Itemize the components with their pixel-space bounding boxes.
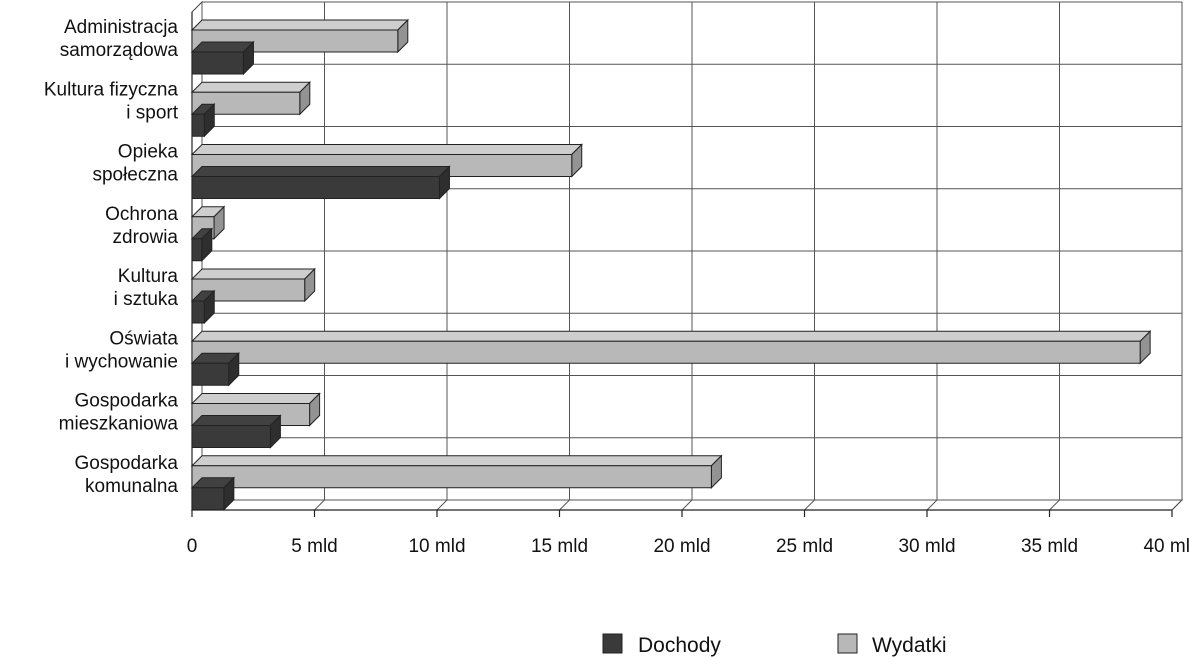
gridline-floor — [1171, 499, 1183, 511]
category-label: i sport — [126, 102, 178, 123]
category-label: Oświata — [109, 328, 178, 349]
bar-wydatki — [190, 81, 312, 116]
category-label: Opieka — [118, 142, 179, 163]
category-label: Ochrona — [105, 204, 178, 225]
x-tick-label: 20 mld — [653, 536, 710, 557]
bar-dochody — [190, 103, 216, 138]
x-tick-label: 15 mld — [531, 536, 588, 557]
category-label: mieszkaniowa — [59, 414, 179, 435]
category-label: i sztuka — [114, 289, 179, 310]
x-tick-label: 5 mld — [291, 536, 337, 557]
gridline-floor — [1049, 499, 1060, 511]
gridline-floor — [314, 499, 325, 511]
bar-dochody — [190, 165, 451, 200]
gridline-floor — [926, 499, 938, 511]
x-tick-label: 0 — [187, 536, 198, 557]
gridline-floor — [804, 499, 815, 511]
category-label: Kultura — [118, 266, 179, 287]
legend-swatch-wydatki — [837, 633, 858, 654]
bar-wydatki — [190, 267, 316, 303]
gridline-floor — [681, 499, 693, 511]
bar-dochody — [190, 414, 282, 449]
bar-dochody — [190, 352, 240, 387]
category-label: Kultura fizyczna — [44, 79, 179, 100]
x-tick-label: 30 mld — [898, 536, 955, 557]
bar-dochody — [190, 227, 214, 262]
category-label: Administracja — [64, 17, 178, 38]
category-label: komunalna — [85, 476, 178, 497]
bar-wydatki — [190, 330, 1152, 365]
gridline-floor — [559, 499, 570, 511]
category-label: zdrowia — [113, 227, 179, 248]
category-label: i wychowanie — [65, 351, 178, 372]
bar-wydatki — [190, 454, 723, 489]
legend-swatch-dochody — [602, 633, 623, 654]
x-tick-label: 10 mld — [408, 536, 465, 557]
bar-dochody — [190, 476, 236, 511]
category-label: samorządowa — [60, 40, 179, 61]
category-label: Gospodarka — [74, 391, 178, 412]
x-tick-label: 40 mld — [1143, 536, 1189, 557]
legend-label-wydatki: Wydatki — [872, 634, 947, 657]
bar-dochody — [190, 40, 255, 76]
legend-label-dochody: Dochody — [638, 634, 721, 657]
x-tick-label: 35 mld — [1021, 536, 1078, 557]
gridline-floor — [436, 499, 448, 511]
bar-dochody — [190, 289, 216, 325]
x-tick-label: 25 mld — [776, 536, 833, 557]
category-label: Gospodarka — [74, 453, 178, 474]
category-label: społeczna — [92, 165, 178, 186]
